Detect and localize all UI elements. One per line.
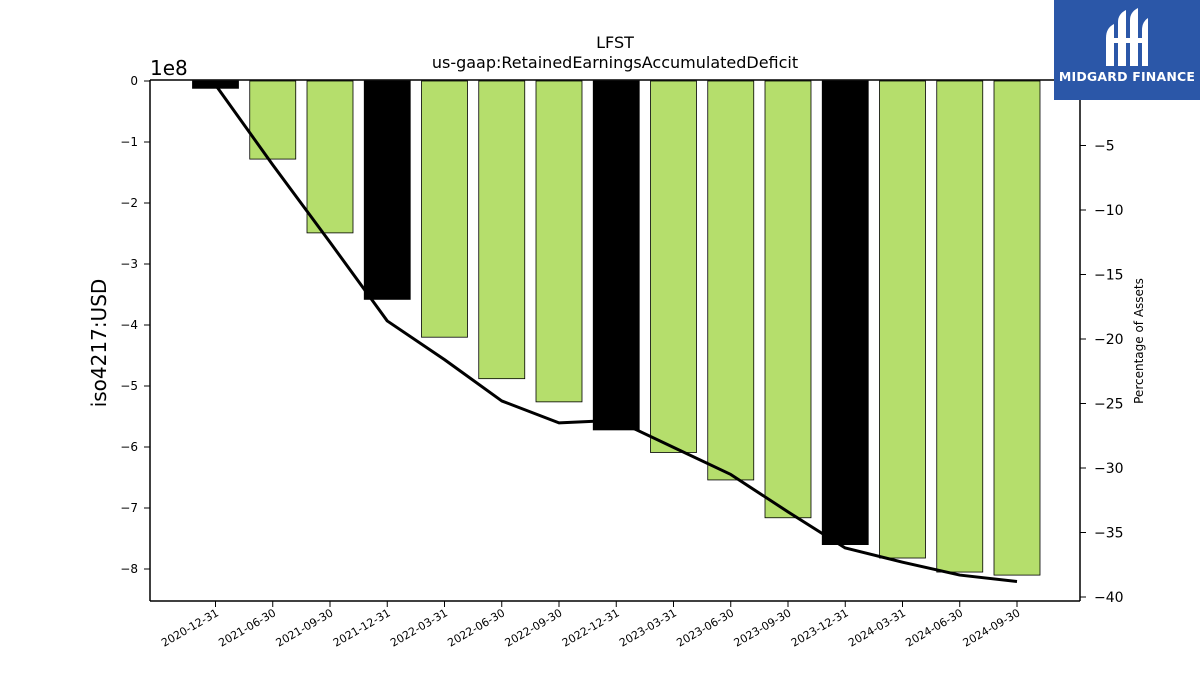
bar — [478, 80, 526, 380]
x-tick-label: 2021-12-31 — [331, 606, 393, 649]
bar — [421, 80, 468, 338]
x-tick-label: 2023-12-31 — [789, 606, 851, 649]
y2-axis-label: Percentage of Assets — [1132, 278, 1146, 404]
y-tick-label: −3 — [120, 257, 138, 271]
bar-group — [192, 80, 1041, 576]
series-line — [214, 83, 1018, 584]
y2-tick-label: −15 — [1094, 268, 1124, 284]
y2-tick-label: −20 — [1094, 332, 1124, 348]
y2-tick-label: −5 — [1094, 139, 1115, 155]
bar — [363, 80, 411, 300]
x-tick-label: 2022-06-30 — [445, 606, 507, 649]
x-tick-label: 2023-03-31 — [617, 606, 679, 649]
y-tick-label: −7 — [120, 501, 138, 515]
logo-mark-icon — [1106, 8, 1148, 66]
y2-tick-label: −10 — [1094, 203, 1124, 219]
bar — [879, 80, 926, 559]
chart-subtitle: us-gaap:RetainedEarningsAccumulatedDefic… — [432, 53, 798, 72]
y2-tick-label: −30 — [1094, 461, 1124, 477]
y-tick-label: −2 — [120, 196, 138, 210]
x-tick-label: 2021-09-30 — [274, 606, 336, 649]
y-tick-label: −1 — [120, 135, 138, 149]
y-tick-label: −6 — [120, 440, 138, 454]
bar — [650, 80, 697, 453]
x-tick-label: 2023-06-30 — [674, 606, 736, 649]
logo: MIDGARD FINANCE — [1054, 0, 1200, 100]
bar — [707, 80, 755, 481]
bar — [821, 80, 869, 546]
y-tick-label: 0 — [130, 74, 138, 88]
y-tick-label: −5 — [120, 379, 138, 393]
chart-title: LFST — [596, 33, 634, 52]
y2-tick-label: −35 — [1094, 526, 1124, 542]
x-tick-label: 2020-12-31 — [159, 606, 221, 649]
y-tick-label: −8 — [120, 562, 138, 576]
x-tick-label: 2022-03-31 — [388, 606, 450, 649]
bar — [764, 80, 812, 519]
x-tick-label: 2023-09-30 — [732, 606, 794, 649]
bar — [993, 80, 1041, 576]
x-tick-label: 2021-06-30 — [216, 606, 278, 649]
y-tick-label: −4 — [120, 318, 138, 332]
bar — [306, 80, 354, 234]
x-tick-label: 2024-03-31 — [846, 606, 908, 649]
line-group — [214, 83, 1018, 584]
x-tick-label: 2022-09-30 — [503, 606, 565, 649]
x-tick-label: 2024-09-30 — [961, 606, 1023, 649]
x-tick-label: 2022-12-31 — [560, 606, 622, 649]
bar — [936, 80, 984, 573]
bar — [192, 80, 239, 89]
y-offset-label: 1e8 — [150, 56, 188, 80]
bar — [249, 80, 297, 160]
y2-tick-label: −25 — [1094, 397, 1124, 413]
bar — [535, 80, 583, 403]
y2-tick-label: −40 — [1094, 590, 1124, 606]
bar — [592, 80, 640, 431]
x-tick-label: 2024-06-30 — [903, 606, 965, 649]
y-axis-label: iso4217:USD — [87, 279, 111, 408]
logo-text: MIDGARD FINANCE — [1058, 69, 1196, 84]
